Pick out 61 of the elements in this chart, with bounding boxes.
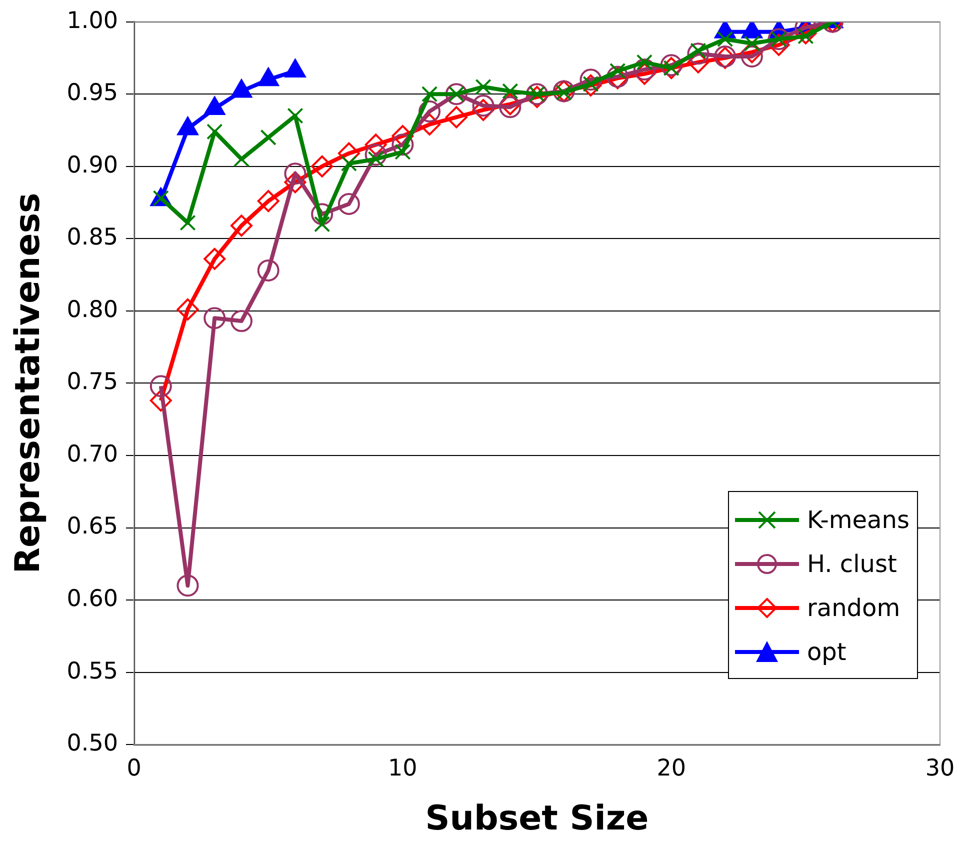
x-tick-label: 20 xyxy=(656,755,686,782)
point xyxy=(633,58,656,81)
point xyxy=(150,390,172,412)
point xyxy=(314,216,330,232)
point xyxy=(284,171,306,194)
point xyxy=(717,31,734,48)
point xyxy=(472,94,494,117)
point xyxy=(230,310,252,332)
point xyxy=(176,298,199,320)
point xyxy=(233,151,250,168)
point xyxy=(176,574,199,597)
y-tick-label: 0.75 xyxy=(66,369,118,396)
point xyxy=(206,124,223,140)
point xyxy=(421,86,438,102)
x-tick-label: 10 xyxy=(388,755,418,782)
point xyxy=(230,214,252,237)
point xyxy=(150,375,172,398)
point xyxy=(580,68,602,91)
point xyxy=(364,134,387,156)
point xyxy=(260,129,276,146)
point xyxy=(475,78,492,95)
point xyxy=(418,100,441,122)
point xyxy=(204,248,226,270)
y-tick-label: 0.85 xyxy=(66,224,118,251)
y-tick-label: 0.70 xyxy=(66,441,118,468)
y-tick-label: 0.90 xyxy=(66,152,118,178)
point xyxy=(257,190,280,212)
y-tick-label: 0.50 xyxy=(66,730,118,757)
point xyxy=(340,155,358,172)
y-tick-label: 1.00 xyxy=(66,8,118,34)
legend-label: K-means xyxy=(807,506,910,534)
point xyxy=(418,113,441,136)
point xyxy=(502,83,518,100)
point xyxy=(445,106,468,128)
y-tick-label: 0.55 xyxy=(66,658,118,684)
point xyxy=(287,108,304,124)
point xyxy=(338,192,360,215)
y-tick-label: 0.95 xyxy=(66,80,118,106)
point xyxy=(311,203,334,226)
point xyxy=(180,214,196,231)
point xyxy=(257,259,280,282)
legend-label: H. clust xyxy=(807,550,897,578)
y-tick-label: 0.60 xyxy=(66,586,118,612)
y-axis-title: Representativeness xyxy=(8,192,48,574)
x-tick-label: 30 xyxy=(925,755,955,782)
point xyxy=(744,35,760,52)
point xyxy=(338,142,360,164)
x-tick-label: 0 xyxy=(126,755,142,782)
y-tick-label: 0.80 xyxy=(66,296,118,323)
point xyxy=(472,98,494,121)
point xyxy=(740,45,763,68)
point xyxy=(311,155,334,178)
point xyxy=(204,307,226,330)
y-tick-label: 0.65 xyxy=(66,514,118,540)
point xyxy=(284,162,306,185)
point xyxy=(364,144,387,166)
legend-label: random xyxy=(807,594,900,622)
x-axis-title: Subset Size xyxy=(425,798,649,838)
point xyxy=(392,134,414,156)
legend-label: opt xyxy=(807,638,846,666)
point xyxy=(687,42,710,65)
